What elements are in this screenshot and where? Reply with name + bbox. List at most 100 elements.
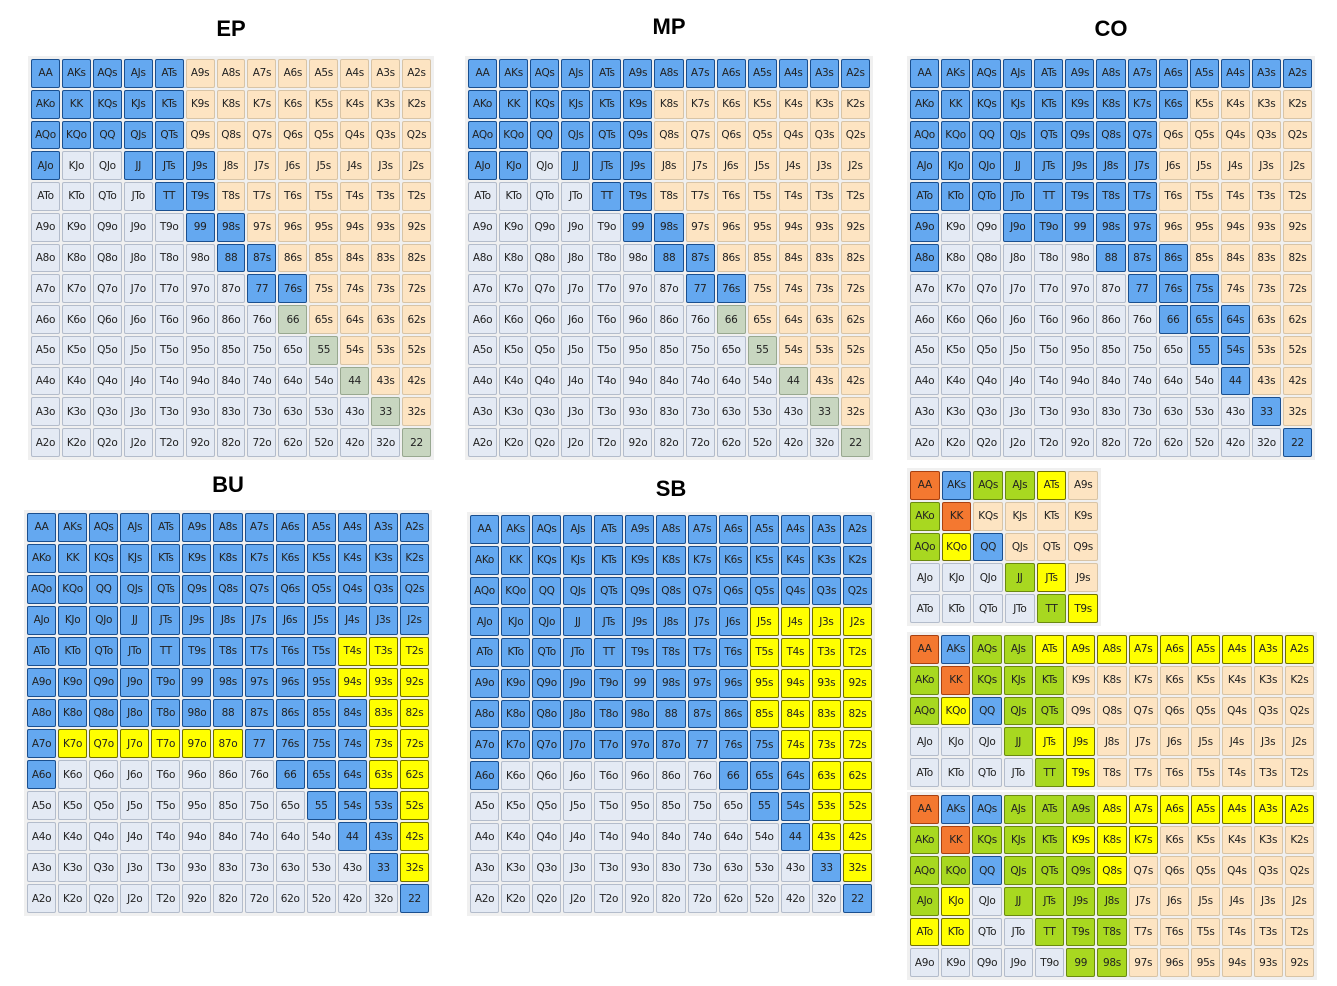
hand-cell: KQs bbox=[89, 543, 119, 573]
hand-cell: T5s bbox=[747, 182, 777, 211]
hand-cell: 53s bbox=[811, 791, 841, 821]
hand-cell: T9s bbox=[1066, 758, 1096, 787]
hand-cell: AQo bbox=[910, 120, 940, 150]
hand-cell: 53s bbox=[371, 335, 401, 365]
hand-cell: 97s bbox=[685, 212, 715, 242]
hand-cell: JTs bbox=[594, 607, 624, 637]
hand-cell: KJs bbox=[561, 89, 591, 119]
hand-cell: Q7o bbox=[89, 729, 119, 759]
hand-cell: Q4s bbox=[1222, 856, 1252, 885]
hand-cell: 22 bbox=[1282, 428, 1312, 457]
hand-cell: 64o bbox=[718, 822, 748, 852]
hand-cell: QTo bbox=[89, 636, 119, 666]
hand-cell: 76o bbox=[687, 761, 717, 790]
hand-cell: 32o bbox=[368, 884, 398, 913]
hand-cell: KK bbox=[941, 89, 971, 119]
hand-cell: A4o bbox=[31, 366, 60, 396]
hand-cell: 95s bbox=[306, 667, 336, 697]
hand-cell: A7o bbox=[27, 729, 57, 759]
hand-cell: A5s bbox=[1191, 795, 1221, 824]
hand-cell: Q3o bbox=[89, 853, 119, 883]
hand-cell: 85s bbox=[309, 243, 339, 273]
hand-cell: 64o bbox=[278, 366, 308, 396]
hand-cell: 73s bbox=[809, 274, 839, 304]
hand-cell: 52s bbox=[840, 335, 870, 365]
hand-cell: 22 bbox=[402, 428, 431, 457]
hand-cell: ATs bbox=[1034, 795, 1065, 824]
hand-cell: AQo bbox=[910, 856, 940, 885]
hand-cell: Q2s bbox=[1282, 120, 1312, 150]
hand-cell: AKo bbox=[910, 825, 940, 855]
hand-cell: 97s bbox=[1128, 948, 1158, 977]
hand-cell: TT bbox=[1034, 917, 1065, 947]
hand-cell: 87o bbox=[213, 729, 243, 759]
hand-cell: K9s bbox=[185, 89, 215, 119]
hand-cell: A5s bbox=[1189, 59, 1219, 88]
hand-cell: K7s bbox=[1127, 89, 1157, 119]
hand-cell: J2s bbox=[1284, 886, 1314, 916]
hand-cell: J8o bbox=[123, 243, 153, 273]
hand-cell: T3o bbox=[154, 397, 184, 427]
hand-cell: K3o bbox=[61, 397, 91, 427]
hand-cell: K4o bbox=[501, 822, 531, 852]
hand-cell: 33 bbox=[811, 853, 841, 883]
hand-cell: J9s bbox=[623, 151, 653, 181]
hand-cell: 73o bbox=[247, 397, 277, 427]
hand-cell: K3o bbox=[501, 853, 531, 883]
hand-cell: 64o bbox=[1158, 366, 1188, 396]
hand-cell: A4o bbox=[910, 366, 940, 396]
hand-cell: A3o bbox=[910, 397, 940, 427]
hand-cell: J7s bbox=[247, 151, 277, 181]
hand-cell: A2s bbox=[402, 59, 431, 88]
hand-cell: AA bbox=[910, 471, 940, 500]
hand-cell: J3o bbox=[561, 397, 591, 427]
hand-cell: 98s bbox=[654, 212, 684, 242]
hand-cell: A7s bbox=[247, 59, 277, 88]
hand-cell: AQs bbox=[89, 513, 119, 542]
hand-cell: 42o bbox=[1220, 428, 1250, 457]
hand-cell: K4s bbox=[1222, 665, 1252, 695]
hand-cell: 88 bbox=[213, 698, 243, 728]
hand-cell: J5o bbox=[123, 335, 153, 365]
hand-cell: T8s bbox=[1096, 182, 1126, 211]
hand-cell: AA bbox=[910, 59, 940, 88]
hand-cell: 95o bbox=[185, 335, 215, 365]
hand-cell: 74o bbox=[1127, 366, 1157, 396]
hand-cell: 63s bbox=[1251, 305, 1281, 334]
hand-cell: Q7o bbox=[972, 274, 1002, 304]
hand-cell: AKs bbox=[941, 59, 971, 88]
hand-cell: K4s bbox=[340, 89, 370, 119]
hand-cell: AKs bbox=[58, 513, 88, 542]
hand-cell: T9o bbox=[154, 212, 184, 242]
hand-cell: A8s bbox=[216, 59, 246, 88]
hand-cell: AJs bbox=[563, 515, 593, 544]
hand-cell: K8s bbox=[1097, 825, 1127, 855]
hand-cell: J9s bbox=[185, 151, 215, 181]
hand-cell: J3s bbox=[371, 151, 401, 181]
hand-cell: Q5o bbox=[89, 791, 119, 821]
hand-cell: Q8o bbox=[92, 243, 122, 273]
hand-cell: T6o bbox=[592, 305, 622, 334]
hand-cell: K3s bbox=[371, 89, 401, 119]
hand-cell: A2s bbox=[399, 513, 429, 542]
hand-cell: A5o bbox=[468, 335, 498, 365]
hand-cell: A2o bbox=[31, 428, 60, 457]
hand-cell: KJo bbox=[941, 727, 971, 757]
range-grid-sb: AA AKs AQs AJs ATs A9s A8s A7s A6s A5s A4s A3s A2s AK… bbox=[467, 512, 875, 916]
hand-cell: J7o bbox=[123, 274, 153, 304]
hand-cell: 22 bbox=[399, 884, 429, 913]
hand-cell: QJs bbox=[1003, 856, 1033, 885]
hand-cell: K2o bbox=[58, 884, 88, 913]
hand-cell: 94s bbox=[780, 668, 810, 698]
hand-cell: A5o bbox=[27, 791, 57, 821]
hand-cell: T5s bbox=[309, 182, 339, 211]
hand-cell: T6o bbox=[1034, 305, 1064, 334]
hand-cell: A9o bbox=[910, 212, 940, 242]
hand-cell: 74s bbox=[337, 729, 367, 759]
hand-cell: QJo bbox=[532, 607, 562, 637]
hand-cell: A3s bbox=[809, 59, 839, 88]
hand-cell: A3s bbox=[368, 513, 398, 542]
hand-cell: QTs bbox=[1034, 856, 1065, 885]
hand-cell: T8o bbox=[1034, 243, 1064, 273]
hand-cell: K9s bbox=[182, 543, 212, 573]
